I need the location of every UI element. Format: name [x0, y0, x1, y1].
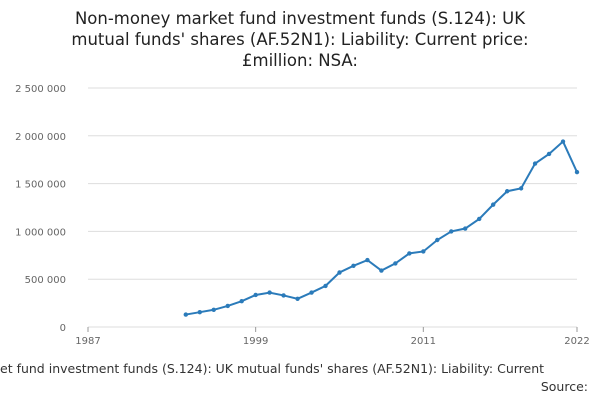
chart-title: mutual funds' shares (AF.52N1): Liabilit… [71, 30, 528, 49]
point [407, 251, 412, 256]
y-tick-label: 2 000 000 [15, 132, 66, 143]
y-tick-label: 0 [60, 323, 66, 334]
point [309, 290, 314, 295]
point [225, 303, 230, 309]
y-tick-label: 1 500 000 [15, 180, 66, 191]
point [239, 298, 244, 304]
point [421, 249, 426, 254]
line [185, 139, 578, 316]
y-tick-label: 1 000 000 [15, 227, 66, 238]
point [379, 268, 384, 273]
point [518, 186, 524, 191]
source: Source: [541, 379, 588, 394]
point [504, 189, 510, 194]
x-tick-label: 2011 [411, 336, 436, 347]
point [560, 139, 566, 144]
point [490, 202, 496, 207]
point [463, 226, 468, 231]
point [435, 237, 440, 243]
point [281, 293, 286, 298]
point [267, 290, 272, 295]
y-tick-label: 500 000 [25, 275, 66, 286]
point [183, 312, 188, 317]
point [211, 307, 216, 312]
chart-title: Non-money market fund investment funds (… [75, 9, 526, 28]
point [253, 292, 258, 298]
point [351, 263, 356, 269]
chart-title: £million: NSA: [242, 51, 358, 70]
x-axis-label: et fund investment funds (S.124): UK mut… [0, 361, 544, 376]
point [546, 151, 552, 157]
point [365, 257, 370, 263]
point [323, 283, 328, 289]
x-tick-label: 1999 [243, 336, 268, 347]
point [393, 261, 398, 266]
point [574, 169, 580, 175]
x-tick-label: 2022 [564, 336, 589, 347]
point [197, 309, 202, 315]
point [449, 229, 454, 234]
x-tick-label: 1987 [75, 336, 100, 347]
y-tick-label: 2 500 000 [15, 84, 66, 95]
point [337, 270, 342, 275]
point [532, 161, 538, 166]
point [295, 296, 300, 301]
point [477, 216, 482, 222]
